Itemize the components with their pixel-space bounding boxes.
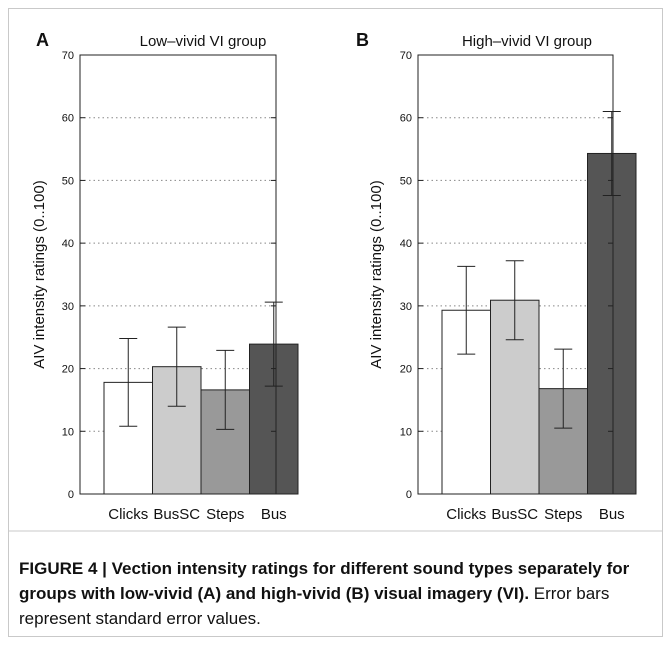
plot-area-border [79,54,277,495]
y-tick-label: 10 [400,426,412,438]
x-tick-label: Bus [599,506,625,523]
chart-title: Low–vivid VI group [140,33,267,50]
error-bar-clicks [457,265,476,355]
y-tick-label: 30 [62,301,74,313]
x-tick-label: Steps [544,506,582,523]
y-tick-label: 10 [62,426,74,438]
x-tick-label: Clicks [446,506,486,523]
error-bar-steps [554,348,573,429]
panel-label: B [356,30,369,50]
x-tick-label: BusSC [153,506,200,523]
x-tick-label: Clicks [108,506,148,523]
error-bar-bus [602,110,621,196]
figure-caption: FIGURE 4 | Vection intensity ratings for… [19,556,649,631]
y-tick-label: 20 [400,364,412,376]
y-tick-label: 40 [400,238,412,250]
caption-rest: Error bars represent standard error valu… [19,584,610,628]
y-axis-label: AIV intensity ratings (0..100) [368,180,385,368]
y-tick-label: 50 [400,175,412,187]
y-tick-label: 60 [62,113,74,125]
caption-lead: FIGURE 4 | Vection intensity ratings for… [19,559,630,603]
x-tick-label: Steps [206,506,244,523]
error-bar-bussc [505,260,524,341]
y-tick-label: 20 [62,364,74,376]
chart-title: High–vivid VI group [462,33,592,50]
error-bar-steps [216,349,235,430]
chart-panel-a: Clicks BusSC Steps Bus 0 10 20 30 40 50 60 70 AIV in… [31,30,299,523]
error-bar-bus [264,301,283,387]
y-axis-label: AIV intensity ratings (0..100) [31,180,48,368]
y-tick-label: 70 [62,50,74,62]
y-tick-label: 70 [400,50,412,62]
bar-bus [587,152,637,495]
y-tick-label: 40 [62,238,74,250]
error-bar-bussc [167,326,186,407]
plot-area-border [417,54,614,495]
y-tick-label: 60 [400,113,412,125]
x-tick-label: Bus [261,506,287,523]
chart-panel-b: Clicks BusSC Steps Bus 0 10 20 30 40 50 60 70 AIV in… [356,30,637,523]
error-bar-clicks [119,337,138,427]
figure-frame [8,8,663,637]
y-tick-label: 30 [400,301,412,313]
y-tick-label: 50 [62,175,74,187]
x-tick-label: BusSC [491,506,538,523]
panel-label: A [36,30,49,50]
y-tick-label: 0 [68,489,74,501]
y-tick-label: 0 [406,489,412,501]
